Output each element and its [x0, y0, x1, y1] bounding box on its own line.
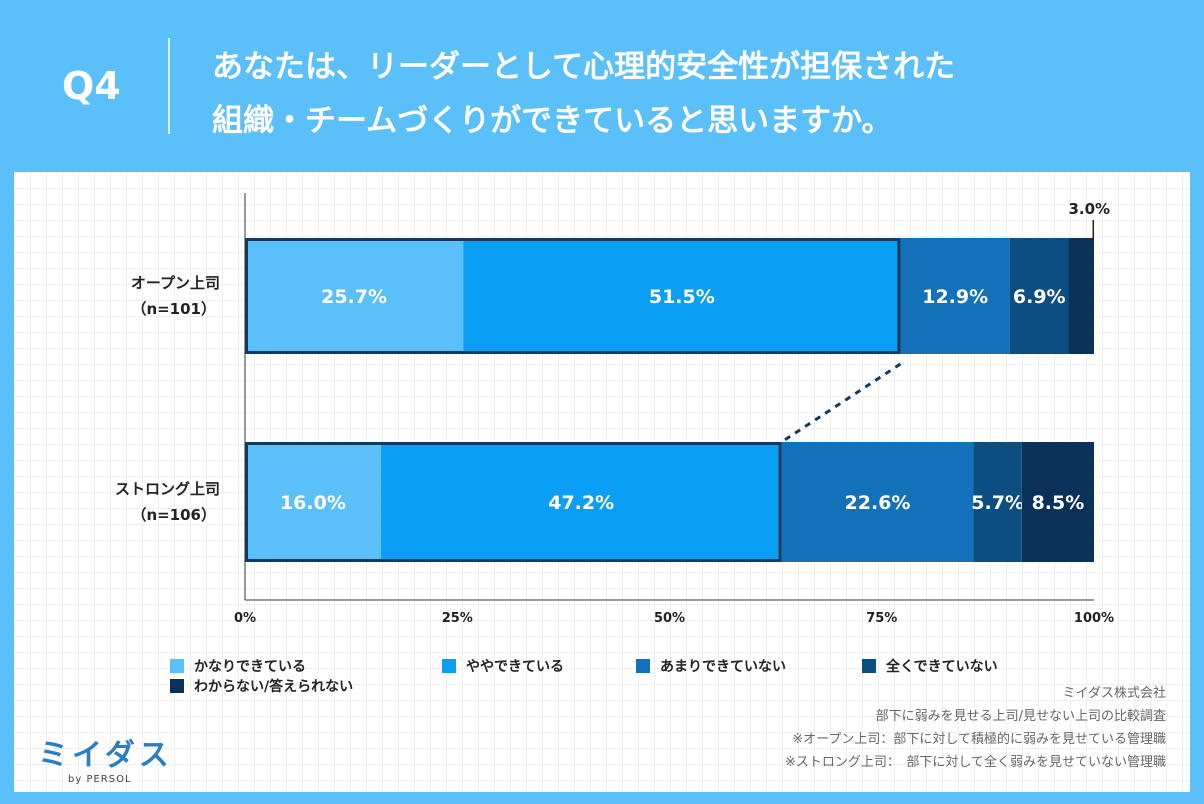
bar-segment [245, 238, 464, 354]
x-tick-label: 50% [654, 611, 685, 626]
data-label: 16.0% [280, 492, 346, 514]
legend-item-1: かなりできている [170, 656, 306, 676]
legend-label-5: わからない/答えられない [194, 679, 354, 695]
header-divider [168, 38, 170, 134]
footnote-survey: 部下に弱みを見せる上司/見せない上司の比較調査 [875, 709, 1166, 724]
legend-item-5: わからない/答えられない [170, 676, 353, 696]
legend-swatch-2 [442, 659, 456, 673]
highlight-outline [245, 442, 782, 562]
data-label: 3.0% [1068, 200, 1110, 218]
legend-swatch-4 [862, 659, 876, 673]
legend-item-4: 全くできていない [862, 656, 998, 676]
x-tick-label: 0% [234, 611, 256, 626]
bar-segment [1068, 238, 1094, 354]
legend-label-3: あまりできていない [660, 659, 786, 675]
bar-segment [463, 238, 901, 354]
category-label: ストロング上司 [115, 480, 220, 498]
legend-label-2: ややできている [466, 659, 564, 675]
bar-segment [1021, 442, 1094, 562]
legend-item-2: ややできている [442, 656, 564, 676]
bar-segment [973, 442, 1022, 562]
data-label: 12.9% [922, 286, 988, 308]
legend-label-1: かなりできている [194, 659, 306, 675]
question-title-line2: 組織・チームづくりができていると思いますか。 [212, 103, 893, 139]
bar-segment [1009, 238, 1069, 354]
data-label: 22.6% [845, 492, 911, 514]
bar-segment [380, 442, 782, 562]
x-tick-label: 25% [442, 611, 473, 626]
legend-swatch-5 [170, 679, 184, 693]
bar-segment [900, 238, 1010, 354]
category-label: オープン上司 [131, 274, 220, 292]
legend-item-3: あまりできていない [636, 656, 786, 676]
logo-text: ミイダス [38, 738, 173, 773]
question-title-line1: あなたは、リーダーとして心理的安全性が担保された [212, 49, 956, 85]
footnotes: ミイダス株式会社 部下に弱みを見せる上司/見せない上司の比較調査 ※オープン上司… [785, 682, 1166, 774]
footnote-company: ミイダス株式会社 [1062, 686, 1166, 701]
footnote-open-boss: ※オープン上司：部下に対して積極的に弱みを見せている管理職 [792, 732, 1166, 747]
question-title: あなたは、リーダーとして心理的安全性が担保された 組織・チームづくりができている… [212, 40, 1172, 148]
highlight-connector [780, 362, 902, 444]
category-n-label: （n=106） [131, 506, 216, 524]
data-label: 51.5% [649, 286, 715, 308]
x-tick-label: 100% [1074, 611, 1114, 626]
miidas-logo: ミイダス by PERSOL [38, 730, 173, 785]
data-label: 5.7% [971, 492, 1024, 514]
highlight-outline [245, 238, 901, 354]
legend-swatch-1 [170, 659, 184, 673]
logo-subtext: by PERSOL [68, 774, 132, 785]
x-tick-label: 75% [866, 611, 897, 626]
data-label: 47.2% [548, 492, 614, 514]
data-label: 25.7% [321, 286, 387, 308]
bar-segment [781, 442, 974, 562]
category-n-label: （n=101） [131, 300, 216, 318]
question-label: Q4 [62, 64, 121, 108]
stacked-bar-chart: 0% 25% 50% 75% 100% オープン上司 （n=101） 25.7% 51.5% 12… [115, 193, 1114, 626]
footnote-strong-boss: ※ストロング上司： 部下に対して全く弱みを見せていない管理職 [784, 755, 1166, 770]
data-label: 8.5% [1032, 492, 1085, 514]
data-label: 6.9% [1013, 286, 1066, 308]
bar-segment [245, 442, 381, 562]
legend-swatch-3 [636, 659, 650, 673]
legend-label-4: 全くできていない [886, 659, 998, 675]
